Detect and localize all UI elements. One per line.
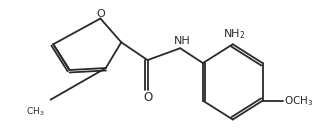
Text: NH$_2$: NH$_2$ [223, 27, 246, 41]
Text: O: O [143, 91, 152, 104]
Text: OCH$_3$: OCH$_3$ [284, 94, 312, 108]
Text: CH$_3$: CH$_3$ [27, 106, 45, 118]
Text: O: O [96, 9, 105, 19]
Text: NH: NH [173, 36, 190, 46]
